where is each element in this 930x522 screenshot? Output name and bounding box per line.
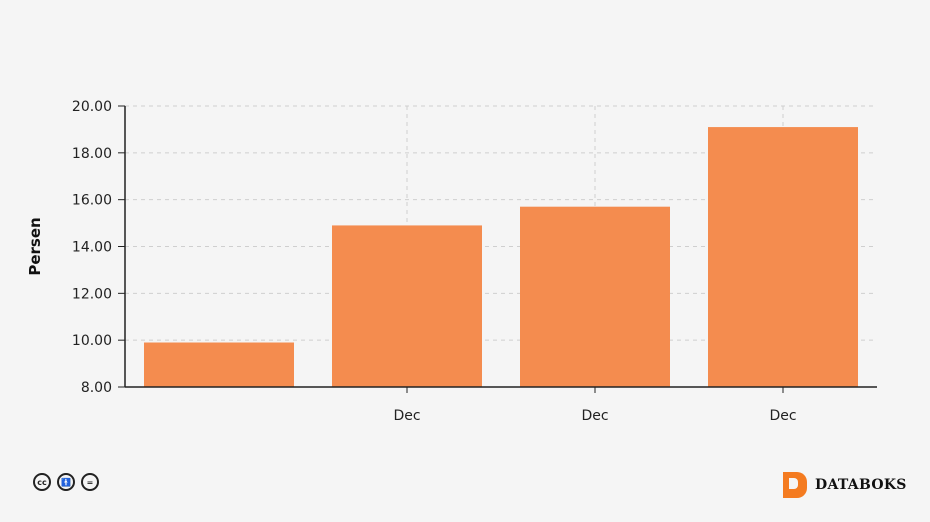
y-tick-label: 10.00 (72, 333, 112, 349)
brand-name: DATABOKS (815, 477, 907, 493)
attribution-icon[interactable]: 🚹 (57, 473, 75, 491)
x-tick-label: Dec (769, 408, 796, 424)
license-icons[interactable]: cc 🚹 = (33, 473, 99, 491)
x-tick-label: Dec (393, 408, 420, 424)
y-tick-label: 20.00 (72, 99, 112, 115)
bar (708, 127, 858, 387)
databoks-logo-icon (783, 472, 807, 498)
bar (144, 342, 294, 387)
y-tick-label: 14.00 (72, 240, 112, 256)
y-tick-label: 18.00 (72, 146, 112, 162)
y-tick-label: 16.00 (72, 193, 112, 209)
bar (332, 225, 482, 387)
y-axis-label: Persen (26, 217, 44, 275)
cc-icon[interactable]: cc (33, 473, 51, 491)
x-tick-label: Dec (581, 408, 608, 424)
y-tick-label: 12.00 (72, 286, 112, 302)
no-derivatives-icon[interactable]: = (81, 473, 99, 491)
databoks-logo[interactable]: DATABOKS (783, 472, 907, 498)
y-tick-label: 8.00 (81, 380, 112, 396)
bar (520, 206, 670, 387)
